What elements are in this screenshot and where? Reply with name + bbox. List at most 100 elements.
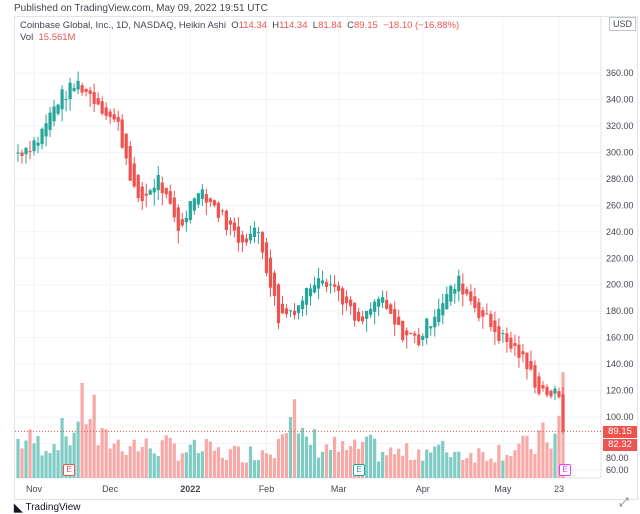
candle-body: [176, 207, 180, 231]
candle-body: [108, 111, 112, 117]
candle-body: [553, 388, 557, 394]
volume-bar: [24, 440, 28, 478]
volume-bar: [176, 460, 180, 478]
candle-body: [16, 152, 20, 154]
volume-bar: [152, 453, 156, 478]
candle-body: [92, 92, 96, 104]
candle-body: [509, 337, 513, 349]
candle-body: [160, 182, 164, 194]
y-tick-label: 60.00: [606, 465, 629, 475]
candle-body: [449, 285, 453, 302]
candle-body: [312, 284, 317, 293]
candle-body: [393, 309, 397, 325]
volume-bar: [228, 449, 232, 478]
volume-bar: [32, 443, 36, 478]
candle-body: [32, 140, 36, 152]
volume-bar: [200, 451, 204, 478]
volume-bar: [52, 444, 56, 478]
volume-bar: [349, 446, 353, 478]
candle-body: [180, 219, 184, 226]
volume-bar: [196, 453, 200, 478]
volume-bar: [401, 455, 405, 478]
volume-bar: [264, 453, 269, 478]
volume-bar: [148, 448, 152, 478]
x-tick-label: 23: [554, 484, 564, 494]
candle-body: [489, 313, 493, 328]
candle-body: [517, 344, 521, 358]
x-tick-label: May: [494, 484, 512, 494]
candle-body: [184, 217, 188, 223]
volume-bar: [184, 452, 188, 478]
candle-body: [345, 296, 349, 304]
candle-body: [120, 119, 124, 148]
candle-body: [465, 289, 469, 294]
volume-bar: [44, 451, 48, 478]
candle-body: [417, 334, 421, 346]
volume-bar: [100, 427, 104, 478]
candle-body: [200, 189, 204, 199]
y-tick-label: 260.00: [606, 200, 634, 210]
currency-badge[interactable]: USD: [609, 17, 637, 31]
volume-bar: [180, 453, 184, 478]
candle-body: [144, 193, 148, 196]
candle-body: [80, 85, 84, 93]
volume-bar: [489, 458, 493, 478]
volume-bar: [529, 449, 533, 478]
candle-body: [469, 291, 473, 302]
secondary-price-label: 82.32: [603, 439, 637, 451]
candle-body: [541, 385, 545, 389]
chart-frame[interactable]: [14, 16, 638, 500]
volume-bar: [340, 441, 345, 478]
candle-body: [300, 300, 305, 310]
volume-bar: [244, 462, 249, 478]
candle-body: [104, 107, 108, 116]
candle-body: [268, 257, 273, 288]
fullscreen-icon[interactable]: ⤢: [619, 495, 629, 509]
candle-body: [128, 145, 132, 181]
candle-body: [389, 304, 393, 314]
volume-bar: [220, 457, 224, 478]
volume-bar: [521, 435, 525, 478]
close-label: C: [347, 20, 354, 31]
candle-body: [292, 310, 297, 316]
y-tick-label: 100.00: [606, 412, 634, 422]
volume-bar: [457, 451, 461, 478]
y-tick-label: 280.00: [606, 174, 634, 184]
volume-bar: [28, 429, 32, 478]
volume-bar: [92, 394, 96, 478]
candle-body: [140, 186, 144, 202]
candle-body: [433, 316, 437, 328]
volume-bar: [140, 446, 144, 478]
candle-body: [224, 210, 228, 231]
x-tick-label: Nov: [26, 484, 43, 494]
candle-body: [537, 376, 541, 394]
volume-bar: [252, 460, 257, 478]
volume-bar: [192, 439, 196, 478]
volume-bar: [20, 448, 24, 478]
earnings-marker[interactable]: E: [353, 464, 365, 476]
volume-bar: [449, 457, 453, 478]
earnings-marker[interactable]: E: [63, 464, 75, 476]
change-value: −18.10 (−16.88%): [383, 20, 460, 31]
candle-body: [40, 128, 44, 145]
low-label: L: [312, 20, 319, 31]
earnings-marker[interactable]: E: [559, 464, 571, 476]
high-label: H: [272, 20, 280, 31]
candle-body: [561, 394, 565, 432]
candle-body: [44, 123, 48, 137]
volume-bar: [128, 446, 132, 478]
volume-bar: [373, 438, 377, 478]
volume-bar: [232, 445, 236, 478]
candle-body: [36, 142, 40, 146]
candle-body: [525, 352, 529, 370]
candle-body: [473, 296, 477, 309]
candle-body: [68, 82, 72, 100]
candle-body: [168, 191, 172, 204]
candle-body: [357, 311, 361, 321]
candle-body: [441, 303, 445, 316]
volume-bar: [525, 435, 529, 478]
y-tick-label: 140.00: [606, 359, 634, 369]
candle-body: [497, 326, 501, 341]
volume-bar: [469, 452, 473, 478]
